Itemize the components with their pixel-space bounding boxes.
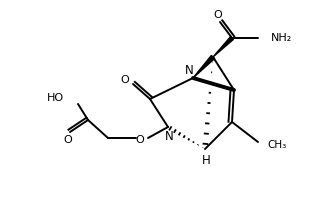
Text: O: O <box>214 10 222 20</box>
Text: O: O <box>121 75 129 85</box>
Polygon shape <box>213 37 233 57</box>
Text: HO: HO <box>47 93 64 103</box>
Text: O: O <box>64 135 72 145</box>
Text: N: N <box>185 64 193 77</box>
Text: H: H <box>202 153 210 166</box>
Text: NH₂: NH₂ <box>271 33 292 43</box>
Text: O: O <box>136 135 144 145</box>
Text: N: N <box>165 130 173 143</box>
Text: CH₃: CH₃ <box>267 140 286 150</box>
Polygon shape <box>193 55 215 78</box>
